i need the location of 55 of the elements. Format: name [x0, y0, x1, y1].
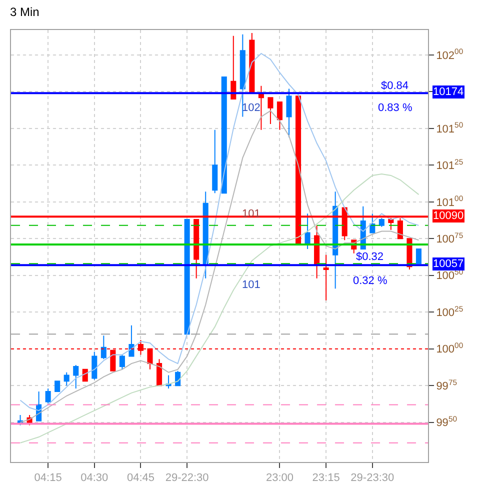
- y-tick-label: 101$^{00}$: [436, 194, 464, 209]
- x-tick-label: 23:00: [266, 472, 294, 484]
- candlestick: [370, 213, 376, 234]
- candlestick: [323, 254, 329, 301]
- candlestick: [276, 102, 282, 130]
- y-tick-label: 101$^{25}$: [436, 157, 464, 172]
- candlestick: [258, 85, 264, 130]
- annotation: 101: [242, 279, 260, 291]
- y-tick-label: 99$^{50}$: [436, 414, 458, 430]
- y-tick-label: 100$^{00}$: [436, 341, 464, 356]
- candlestick: [249, 32, 255, 94]
- candlestick: [378, 218, 384, 228]
- candlestick: [100, 335, 106, 360]
- y-tick-label: 100$^{25}$: [436, 304, 464, 319]
- y-tick-label: 100$^{75}$: [436, 230, 464, 246]
- chart-title: 3 Min: [10, 4, 40, 19]
- candlestick: [230, 35, 236, 100]
- line-series: [20, 174, 420, 444]
- annotation: 0.83 %: [378, 102, 412, 114]
- candlestick: [119, 354, 125, 370]
- x-tick-label: 29-22:30: [165, 472, 209, 484]
- candlestick: [64, 372, 70, 386]
- candlestick: [416, 248, 422, 264]
- ref-line-label: 10090: [433, 210, 464, 222]
- candlestick: [212, 129, 218, 194]
- x-tick-label: 04:45: [126, 472, 154, 484]
- annotation: 0.32 %: [353, 275, 388, 287]
- y-tick-label: 101$^{50}$: [436, 120, 464, 136]
- candlestick: [202, 191, 208, 279]
- y-tick-label: 102$^{00}$: [436, 47, 464, 62]
- ref-line-label: 10057: [433, 258, 464, 270]
- candlestick: [54, 380, 60, 392]
- x-tick-label: 04:15: [34, 472, 62, 484]
- candlestick: [156, 358, 162, 386]
- candlestick: [314, 224, 320, 279]
- candlestick: [268, 97, 274, 125]
- annotation: $0.32: [356, 251, 384, 263]
- candlestick: [92, 351, 98, 380]
- ref-line-label: 10174: [433, 86, 464, 98]
- candlestick: [73, 364, 79, 390]
- candlestick: [45, 388, 51, 404]
- candlestick: [304, 213, 310, 250]
- line-series: [20, 53, 420, 412]
- line-series: [20, 110, 420, 423]
- candlestick: [332, 191, 338, 290]
- candlestick: [166, 374, 172, 390]
- x-tick-label: 04:30: [80, 472, 108, 484]
- candlestick: [286, 88, 292, 138]
- x-tick-label: 29-23:30: [350, 472, 394, 484]
- candlestick: [128, 324, 134, 357]
- x-tick-label: 23:15: [312, 472, 340, 484]
- candlestick: [221, 76, 227, 194]
- y-tick-label: 99$^{75}$: [436, 378, 458, 392]
- candlestick: [184, 219, 190, 335]
- annotation: $0.84: [381, 80, 409, 92]
